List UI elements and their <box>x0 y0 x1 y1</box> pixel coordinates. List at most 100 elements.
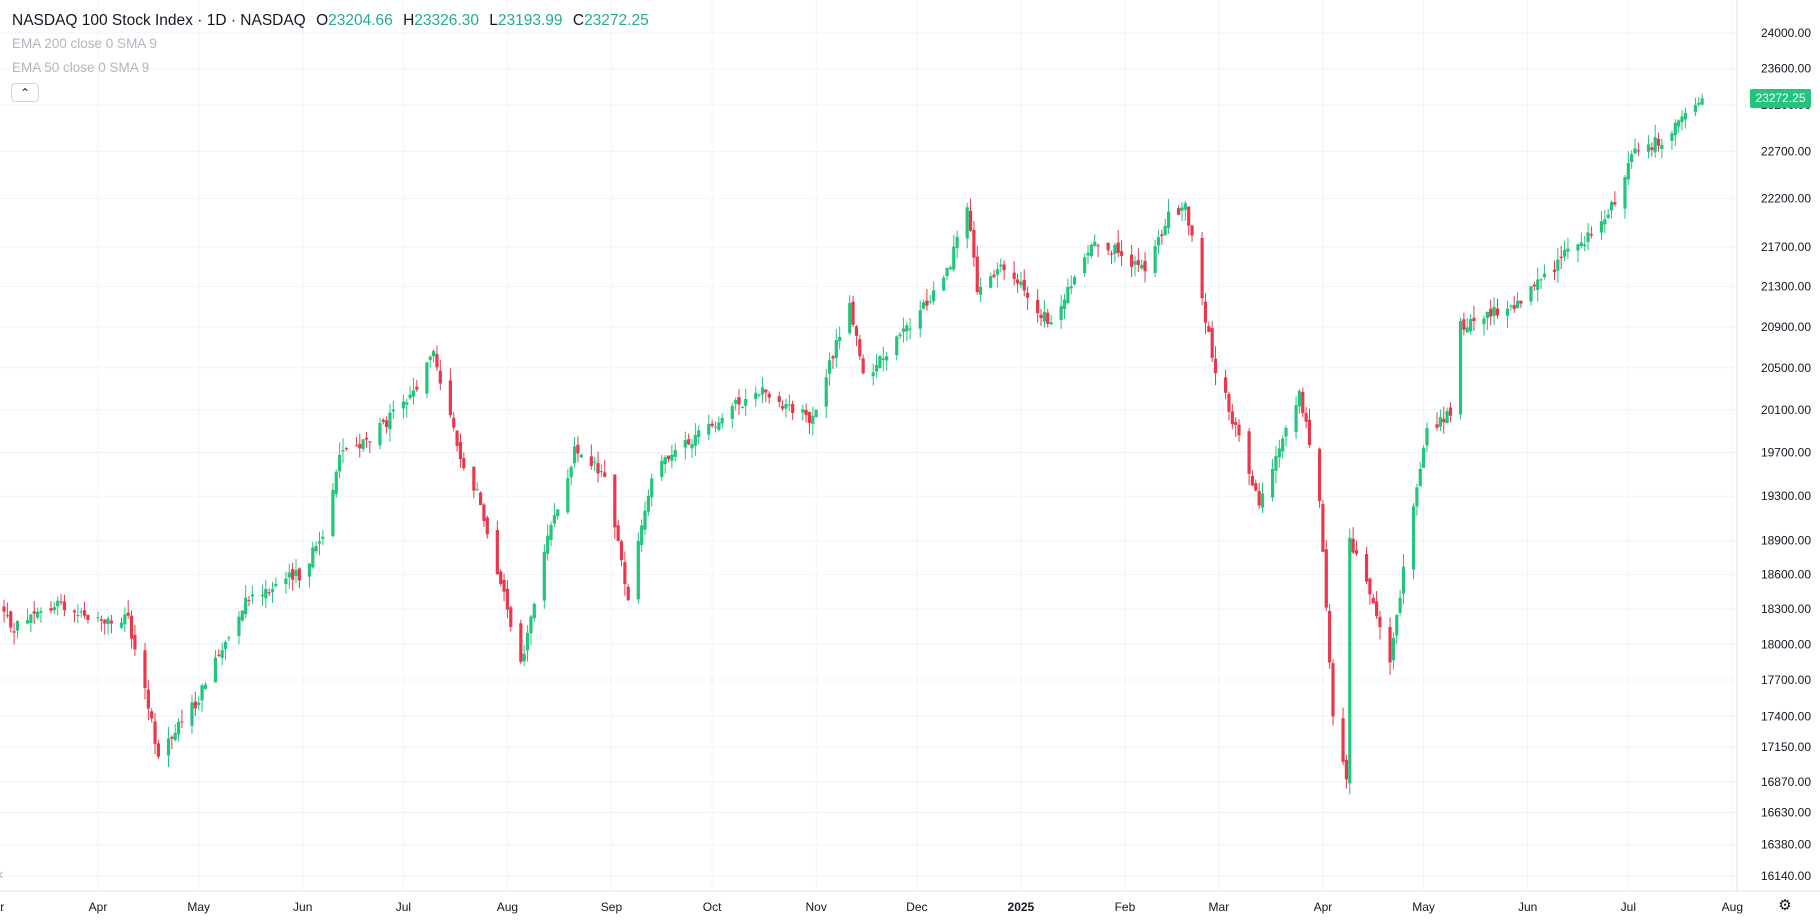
candle <box>29 614 33 633</box>
x-tick-label: Feb <box>1115 900 1136 914</box>
candle <box>1462 312 1466 336</box>
candle <box>1297 388 1302 414</box>
candle <box>1039 309 1043 326</box>
symbol-title[interactable]: NASDAQ 100 Stock Index · 1D · NASDAQ <box>12 12 306 29</box>
candle <box>472 466 476 499</box>
candle <box>1083 253 1087 277</box>
candle <box>240 610 244 622</box>
candle <box>734 397 738 411</box>
x-tick-label: Mar <box>1209 900 1230 914</box>
candle <box>180 709 184 728</box>
candle <box>344 446 348 451</box>
candle <box>1680 110 1684 131</box>
indicator-ema-200[interactable]: EMA 200 close 0 SMA 9 <box>12 36 157 51</box>
candle <box>1505 300 1510 328</box>
candle <box>1422 445 1426 468</box>
candle <box>673 443 677 462</box>
candle <box>975 245 979 295</box>
candle <box>79 608 83 618</box>
candle <box>1153 239 1157 278</box>
candle <box>1465 317 1469 333</box>
scroll-left-icon[interactable]: ‹ <box>0 866 3 884</box>
candle <box>1133 256 1137 277</box>
candle <box>1606 209 1610 220</box>
candle <box>197 696 201 711</box>
candle <box>532 602 536 622</box>
candle <box>791 400 795 421</box>
y-tick-label: 19700.00 <box>1761 445 1811 459</box>
candle <box>546 524 550 561</box>
x-tick-label: Mar <box>0 900 4 914</box>
candle <box>1579 232 1583 249</box>
candle <box>1042 299 1046 328</box>
y-tick-label: 24000.00 <box>1761 26 1811 40</box>
candle <box>1019 271 1023 289</box>
candle <box>1700 93 1704 106</box>
candle <box>948 265 953 270</box>
y-tick-label: 18600.00 <box>1761 568 1811 582</box>
candle <box>5 602 9 619</box>
x-tick-label: May <box>1412 900 1435 914</box>
candle <box>1660 138 1664 159</box>
candle <box>1609 200 1614 219</box>
candle <box>452 412 456 432</box>
candle <box>173 724 177 742</box>
candle <box>881 346 885 372</box>
candle <box>244 585 248 619</box>
indicator-ema-50[interactable]: EMA 50 close 0 SMA 9 <box>12 60 150 75</box>
candle <box>1230 404 1234 430</box>
x-tick-label: May <box>187 900 210 914</box>
candle <box>1576 243 1580 263</box>
candle <box>650 473 654 507</box>
candle <box>1468 314 1473 335</box>
time-axis[interactable]: Mar Apr May Jun Jul Aug Sep Oct Nov Dec 2025 Feb Mar… <box>0 900 1743 914</box>
candle <box>502 573 506 602</box>
candle <box>1227 391 1231 421</box>
candle <box>106 616 110 635</box>
candle <box>717 416 721 432</box>
candle <box>153 712 157 755</box>
candle <box>267 588 271 596</box>
gear-icon[interactable]: ⚙ <box>1778 897 1792 914</box>
candle <box>1623 174 1627 219</box>
y-tick-label: 21300.00 <box>1761 280 1811 294</box>
candle <box>690 438 694 458</box>
x-tick-label: Jun <box>293 900 312 914</box>
candle <box>378 417 382 450</box>
candle <box>297 567 301 589</box>
candle <box>1270 458 1275 502</box>
candle <box>1049 314 1053 325</box>
candle <box>737 389 741 415</box>
candle <box>1344 754 1349 789</box>
candle <box>435 345 439 372</box>
y-tick-label: 20100.00 <box>1761 403 1811 417</box>
candle <box>1072 274 1077 286</box>
candle <box>1683 107 1687 129</box>
candle <box>1247 427 1251 486</box>
candle <box>1307 408 1312 448</box>
candle <box>156 739 161 759</box>
candle <box>801 404 805 421</box>
candle <box>663 455 667 474</box>
candle <box>831 354 835 369</box>
candle <box>999 258 1003 273</box>
candle <box>572 437 577 469</box>
price-axis[interactable]: 24000.0023600.0023200.0022700.0022200.00… <box>1761 26 1811 883</box>
candle <box>693 423 697 456</box>
candle <box>1371 593 1375 604</box>
close-value: 23272.25 <box>584 12 649 29</box>
candle <box>1670 130 1674 150</box>
candle <box>129 610 134 649</box>
candle <box>307 563 312 588</box>
candle <box>730 402 734 429</box>
candle <box>1697 96 1701 107</box>
candle <box>1509 304 1513 311</box>
candle <box>1425 422 1429 453</box>
candle <box>1183 200 1187 221</box>
collapse-indicators-button[interactable]: ⌃ <box>11 83 39 102</box>
y-tick-label: 17150.00 <box>1761 740 1811 754</box>
candle <box>1472 305 1476 331</box>
candle <box>666 455 671 463</box>
